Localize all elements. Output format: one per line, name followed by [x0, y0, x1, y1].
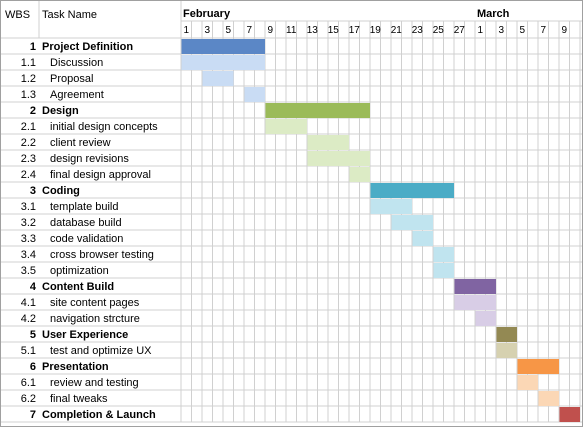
- day-tick-label: 13: [307, 25, 319, 36]
- day-tick-label: 17: [349, 25, 361, 36]
- task-wbs: 1.3: [21, 89, 36, 101]
- task-wbs: 3.3: [21, 233, 36, 245]
- task-bar: [433, 263, 454, 278]
- day-tick-label: 7: [540, 25, 546, 36]
- task-name: Agreement: [50, 89, 104, 101]
- task-wbs: 2.4: [21, 169, 36, 181]
- task-wbs: 7: [30, 409, 36, 421]
- task-wbs: 3.4: [21, 249, 36, 261]
- task-bar: [517, 375, 538, 390]
- task-bar: [391, 215, 433, 230]
- task-bar: [433, 247, 454, 262]
- day-tick-label: 9: [561, 25, 567, 36]
- task-bar: [202, 71, 234, 86]
- task-bar: [559, 407, 580, 422]
- bar-layer: [181, 39, 580, 422]
- task-bar: [517, 359, 559, 374]
- task-name-column-header: Task Name: [42, 9, 97, 21]
- task-name: Discussion: [50, 57, 103, 69]
- day-tick-label: 25: [433, 25, 445, 36]
- task-bar: [349, 167, 370, 182]
- task-wbs: 1: [30, 41, 36, 53]
- task-wbs: 3.5: [21, 265, 36, 277]
- task-name: Project Definition: [42, 41, 133, 53]
- task-wbs: 5: [30, 329, 36, 341]
- task-name: Proposal: [50, 73, 93, 85]
- day-tick-label: 15: [328, 25, 340, 36]
- day-tick-label: 1: [477, 25, 483, 36]
- task-name: final tweaks: [50, 393, 108, 405]
- day-tick-label: 1: [183, 25, 189, 36]
- task-bar: [454, 295, 496, 310]
- task-bar: [370, 183, 454, 198]
- day-tick-label: 23: [412, 25, 424, 36]
- task-name: optimization: [50, 265, 109, 277]
- task-name: Design: [42, 105, 79, 117]
- task-wbs: 3.1: [21, 201, 36, 213]
- task-wbs: 4.1: [21, 297, 36, 309]
- task-wbs: 2: [30, 105, 36, 117]
- day-tick-label: 7: [246, 25, 252, 36]
- task-name: Coding: [42, 185, 80, 197]
- task-bar: [307, 135, 349, 150]
- day-tick-label: 3: [204, 25, 210, 36]
- day-tick-label: 11: [286, 25, 297, 36]
- task-wbs: 1.1: [21, 57, 36, 69]
- task-wbs: 2.2: [21, 137, 36, 149]
- task-bar: [265, 119, 307, 134]
- task-bar: [307, 151, 370, 166]
- task-wbs: 3: [30, 185, 36, 197]
- task-name: review and testing: [50, 377, 139, 389]
- task-bar: [475, 311, 496, 326]
- task-bar: [538, 391, 559, 406]
- task-wbs: 2.1: [21, 121, 36, 133]
- task-wbs: 1.2: [21, 73, 36, 85]
- task-name: final design approval: [50, 169, 151, 181]
- day-tick-label: 19: [370, 25, 382, 36]
- task-wbs: 5.1: [21, 345, 36, 357]
- task-wbs: 6.2: [21, 393, 36, 405]
- day-tick-label: 21: [391, 25, 403, 36]
- task-bar: [454, 279, 496, 294]
- task-wbs: 2.3: [21, 153, 36, 165]
- month-label: March: [477, 8, 510, 20]
- task-bar: [244, 87, 265, 102]
- task-bar: [496, 343, 517, 358]
- task-bar: [370, 199, 412, 214]
- task-bar: [181, 55, 265, 70]
- month-label: February: [183, 8, 231, 20]
- wbs-column-header: WBS: [5, 9, 30, 21]
- day-tick-label: 9: [267, 25, 273, 36]
- day-tick-label: 3: [498, 25, 504, 36]
- task-name: Completion & Launch: [42, 409, 156, 421]
- day-tick-label: 5: [519, 25, 525, 36]
- task-wbs: 3.2: [21, 217, 36, 229]
- task-wbs: 4: [30, 281, 37, 293]
- task-name: cross browser testing: [50, 249, 154, 261]
- task-wbs: 6.1: [21, 377, 36, 389]
- task-bar: [496, 327, 517, 342]
- task-name: database build: [50, 217, 122, 229]
- task-name: Content Build: [42, 281, 114, 293]
- task-name: code validation: [50, 233, 123, 245]
- task-name: template build: [50, 201, 119, 213]
- task-bar: [181, 39, 265, 54]
- task-bar: [412, 231, 433, 246]
- task-name: site content pages: [50, 297, 140, 309]
- task-name: Presentation: [42, 361, 109, 373]
- task-name: client review: [50, 137, 111, 149]
- task-name: design revisions: [50, 153, 129, 165]
- task-wbs: 6: [30, 361, 36, 373]
- task-wbs: 4.2: [21, 313, 36, 325]
- day-tick-label: 5: [225, 25, 231, 36]
- task-bar: [265, 103, 370, 118]
- day-tick-label: 27: [454, 25, 466, 36]
- task-name: test and optimize UX: [50, 345, 152, 357]
- task-name: initial design concepts: [50, 121, 158, 133]
- task-name: User Experience: [42, 329, 128, 341]
- task-name: navigation strcture: [50, 313, 140, 325]
